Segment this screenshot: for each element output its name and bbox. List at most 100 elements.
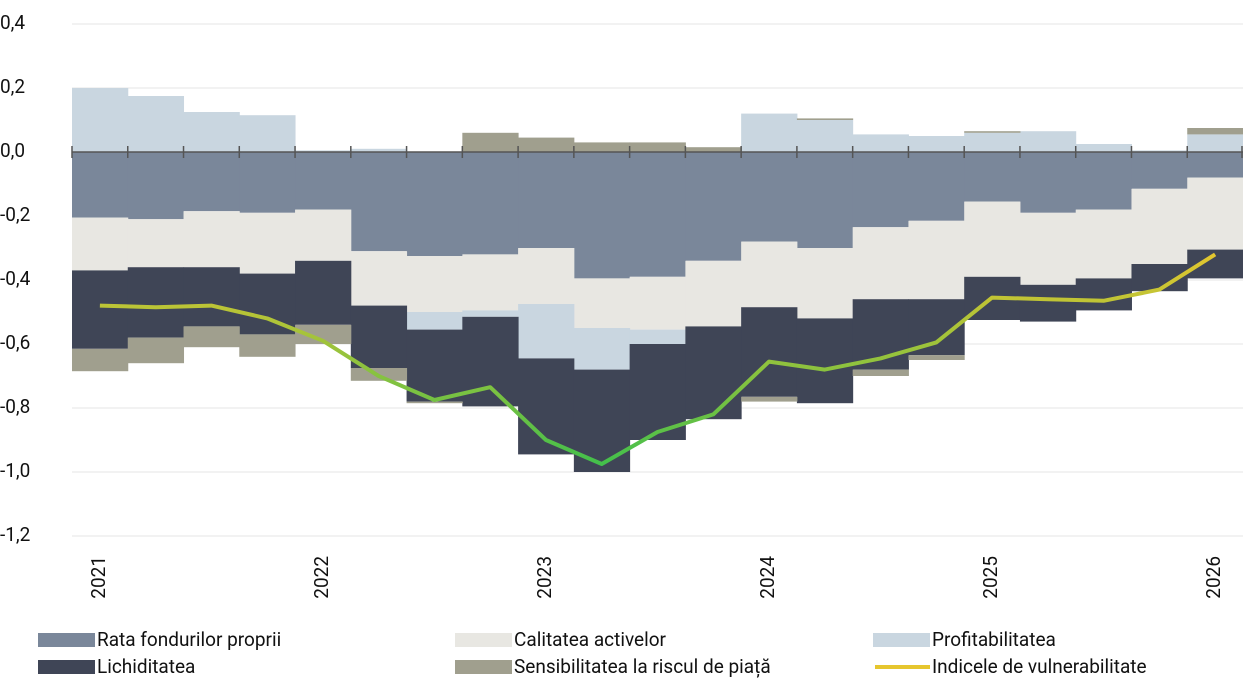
bar-segment	[629, 152, 686, 277]
legend-label: Indicele de vulnerabilitate	[932, 655, 1147, 678]
legend-swatch	[455, 660, 512, 674]
bar-segment	[685, 147, 742, 152]
bar-segment	[908, 355, 965, 360]
bar-segment	[741, 152, 798, 242]
bar-segment	[350, 152, 408, 252]
bar-segment	[183, 152, 240, 212]
bar-segment	[1187, 249, 1243, 279]
bar-segment	[1019, 152, 1077, 213]
bar-segment	[462, 310, 519, 317]
bar-segment	[573, 152, 631, 279]
legend-swatch	[38, 633, 95, 647]
bar-segment	[239, 334, 296, 357]
bar-segment	[72, 152, 129, 218]
bar-segment	[741, 396, 798, 402]
bar-segment	[796, 120, 854, 152]
bar-segment	[573, 278, 631, 328]
bar-segment	[741, 113, 798, 152]
bar-segment	[406, 256, 463, 312]
bar-segment	[406, 401, 463, 404]
bar-segment	[1075, 152, 1132, 210]
bar-segment	[462, 132, 519, 152]
bar-segment	[908, 152, 965, 221]
bar-segment	[964, 131, 1021, 133]
x-tick-label: 2025	[979, 556, 1002, 599]
legend-label: Lichiditatea	[97, 655, 195, 678]
bar-segment	[1131, 152, 1188, 189]
bar-segment	[1075, 278, 1132, 311]
bar-segment	[629, 276, 686, 330]
bar-segment	[573, 328, 631, 370]
bar-segment	[295, 260, 352, 325]
x-tick-label: 2024	[756, 556, 779, 599]
bar-segment	[350, 148, 408, 152]
y-tick-label: 0,0	[0, 139, 25, 162]
bar-segment	[239, 115, 296, 152]
y-tick-label: 0,2	[0, 75, 25, 98]
lines	[99, 252, 1217, 466]
legend: Rata fondurilor proprii Calitatea activel…	[38, 628, 1147, 678]
bar-segment	[1131, 150, 1188, 152]
bar-segment	[1019, 131, 1077, 152]
bar-segment	[72, 88, 129, 152]
bar-segment	[852, 227, 909, 300]
legend-swatch	[455, 633, 512, 647]
bar-segment	[518, 137, 575, 152]
y-tick-label: -0,6	[0, 331, 30, 354]
bar-segment	[629, 142, 686, 152]
bar-segment	[1187, 177, 1243, 250]
bar-segment	[964, 152, 1021, 202]
bar-segment	[685, 326, 742, 420]
line	[99, 252, 1217, 466]
bar-segment	[239, 152, 296, 213]
bar-segment	[295, 209, 352, 261]
bar-segment	[1019, 212, 1077, 285]
bar-segment	[908, 136, 965, 152]
bar-segment	[295, 150, 352, 152]
x-tick-label: 2026	[1202, 556, 1225, 599]
bar-segment	[127, 337, 185, 364]
bar-segment	[796, 118, 854, 120]
bar-segment	[127, 267, 185, 338]
legend-label: Rata fondurilor proprii	[97, 628, 281, 651]
legend-label: Profitabilitatea	[932, 628, 1056, 651]
y-tick-label: -0,2	[0, 203, 30, 226]
bar-segment	[183, 326, 240, 348]
bar-segment	[406, 312, 463, 330]
axis: 2021 2022 2023 2024 2025 2026	[71, 146, 1243, 599]
y-tick-label: -1,2	[0, 523, 30, 546]
bar-segment	[518, 152, 575, 248]
bar-segment	[1187, 134, 1243, 152]
bar-segment	[127, 219, 185, 268]
bar-segment	[1187, 128, 1243, 135]
bar-segment	[796, 318, 854, 404]
bar-segment	[1131, 188, 1188, 264]
bar-segment	[685, 260, 742, 327]
bar-segment	[1019, 284, 1077, 322]
bar-segment	[741, 241, 798, 308]
bar-segment	[350, 251, 408, 306]
bar-segment	[72, 217, 129, 271]
bar-segment	[127, 96, 185, 152]
bar-segment	[350, 305, 408, 368]
bar-segment	[852, 369, 909, 376]
bar-segment	[462, 152, 519, 255]
bar-segment	[1075, 144, 1132, 152]
bar-segment	[239, 212, 296, 274]
bar-segment	[72, 270, 129, 349]
bar-segment	[406, 152, 463, 256]
legend-swatch	[873, 633, 930, 647]
bar-segment	[1187, 152, 1243, 178]
y-tick-label: -1,0	[0, 459, 30, 482]
y-tick-label: -0,8	[0, 395, 30, 418]
bar-segment	[852, 152, 909, 228]
legend-swatch	[38, 660, 95, 674]
bar-segment	[295, 152, 352, 210]
bar-segment	[295, 324, 352, 344]
bar-segment	[518, 248, 575, 304]
y-tick-label: -0,4	[0, 267, 31, 290]
bar-segment	[127, 152, 185, 220]
bar-segment	[852, 134, 909, 152]
y-tick-label: 0,4	[0, 11, 25, 34]
